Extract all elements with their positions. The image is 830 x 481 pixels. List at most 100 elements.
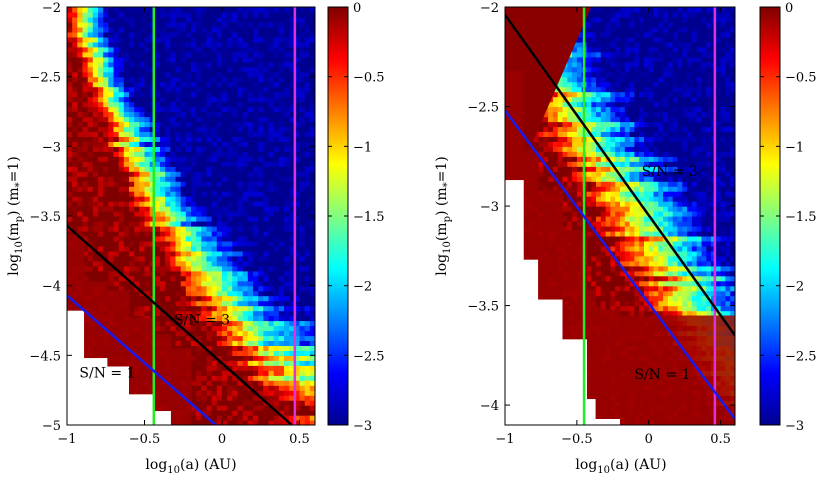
heatmap-cell: [176, 22, 182, 28]
heatmap-cell: [67, 97, 73, 103]
heatmap-cell: [212, 211, 218, 217]
heatmap-cell: [269, 77, 275, 83]
heatmap-cell: [186, 261, 192, 267]
heatmap-cell: [248, 12, 254, 18]
heatmap-cell: [77, 52, 83, 58]
heatmap-cell: [196, 161, 202, 167]
heatmap-cell: [269, 226, 275, 232]
heatmap-cell: [196, 72, 202, 78]
heatmap-cell: [263, 117, 269, 123]
heatmap-cell: [253, 291, 259, 297]
heatmap-cell: [98, 171, 104, 177]
left-xlabel: log10(a) (AU): [145, 457, 236, 476]
heatmap-cell: [114, 7, 120, 13]
heatmap-cell: [160, 181, 166, 187]
heatmap-cell: [232, 340, 238, 346]
heatmap-cell: [114, 22, 120, 28]
heatmap-cell: [284, 7, 290, 13]
heatmap-cell: [258, 241, 264, 247]
heatmap-cell: [238, 251, 244, 257]
heatmap-cell: [227, 97, 233, 103]
heatmap-cell: [196, 131, 202, 137]
heatmap-cell: [217, 201, 223, 207]
heatmap-cell: [191, 146, 197, 152]
heatmap-cell: [300, 7, 306, 13]
heatmap-cell: [155, 171, 161, 177]
heatmap-cell: [222, 102, 228, 108]
x-tick-label: −1: [57, 432, 76, 447]
heatmap-cell: [253, 87, 259, 93]
heatmap-cell: [155, 126, 161, 132]
heatmap-cell: [160, 216, 166, 222]
heatmap-cell: [207, 385, 213, 391]
heatmap-cell: [279, 136, 285, 142]
heatmap-cell: [176, 136, 182, 142]
heatmap-cell: [253, 141, 259, 147]
heatmap-cell: [93, 52, 99, 58]
heatmap-cell: [253, 92, 259, 98]
heatmap-cell: [227, 196, 233, 202]
heatmap-cell: [176, 122, 182, 128]
heatmap-cell: [548, 141, 553, 147]
heatmap-cell: [232, 306, 238, 312]
heatmap-cell: [139, 27, 145, 33]
heatmap-cell: [263, 231, 269, 237]
heatmap-cell: [191, 47, 197, 53]
heatmap-cell: [98, 191, 104, 197]
heatmap-cell: [232, 112, 238, 118]
heatmap-cell: [212, 340, 218, 346]
heatmap-cell: [165, 131, 171, 137]
heatmap-cell: [274, 151, 280, 157]
heatmap-cell: [253, 112, 259, 118]
heatmap-cell: [207, 32, 213, 38]
heatmap-cell: [67, 117, 73, 123]
heatmap-cell: [227, 236, 233, 242]
heatmap-cell: [145, 57, 151, 63]
heatmap-cell: [124, 7, 130, 13]
heatmap-cell: [114, 112, 120, 118]
heatmap-cell: [263, 355, 269, 361]
heatmap-cell: [165, 92, 171, 98]
heatmap-cell: [88, 107, 94, 113]
heatmap-cell: [253, 271, 259, 277]
heatmap-cell: [103, 201, 109, 207]
heatmap-cell: [83, 201, 89, 207]
heatmap-cell: [243, 226, 249, 232]
heatmap-cell: [201, 166, 207, 172]
heatmap-cell: [160, 241, 166, 247]
heatmap-cell: [93, 141, 99, 147]
heatmap-cell: [279, 321, 285, 327]
heatmap-cell: [77, 211, 83, 217]
heatmap-cell: [165, 256, 171, 262]
heatmap-cell: [222, 181, 228, 187]
heatmap-cell: [201, 360, 207, 366]
heatmap-cell: [258, 405, 264, 411]
heatmap-cell: [227, 355, 233, 361]
heatmap-cell: [108, 151, 114, 157]
heatmap-cell: [212, 126, 218, 132]
heatmap-cell: [284, 77, 290, 83]
heatmap-cell: [124, 171, 130, 177]
heatmap-cell: [279, 126, 285, 132]
heatmap-cell: [114, 276, 120, 282]
heatmap-cell: [145, 186, 151, 192]
heatmap-cell: [232, 22, 238, 28]
heatmap-cell: [114, 82, 120, 88]
heatmap-cell: [217, 151, 223, 157]
heatmap-cell: [258, 52, 264, 58]
heatmap-cell: [222, 47, 228, 53]
heatmap-cell: [253, 400, 259, 406]
colorbar-tick-label: −0.5: [353, 71, 385, 86]
heatmap-cell: [253, 146, 259, 152]
heatmap-cell: [279, 191, 285, 197]
heatmap-cell: [248, 166, 254, 172]
heatmap-cell: [269, 301, 275, 307]
heatmap-cell: [191, 415, 197, 421]
heatmap-cell: [165, 67, 171, 73]
heatmap-cell: [119, 102, 125, 108]
heatmap-cell: [269, 321, 275, 327]
heatmap-cell: [263, 345, 269, 351]
heatmap-cell: [258, 231, 264, 237]
heatmap-cell: [300, 92, 306, 98]
heatmap-cell: [129, 256, 135, 262]
